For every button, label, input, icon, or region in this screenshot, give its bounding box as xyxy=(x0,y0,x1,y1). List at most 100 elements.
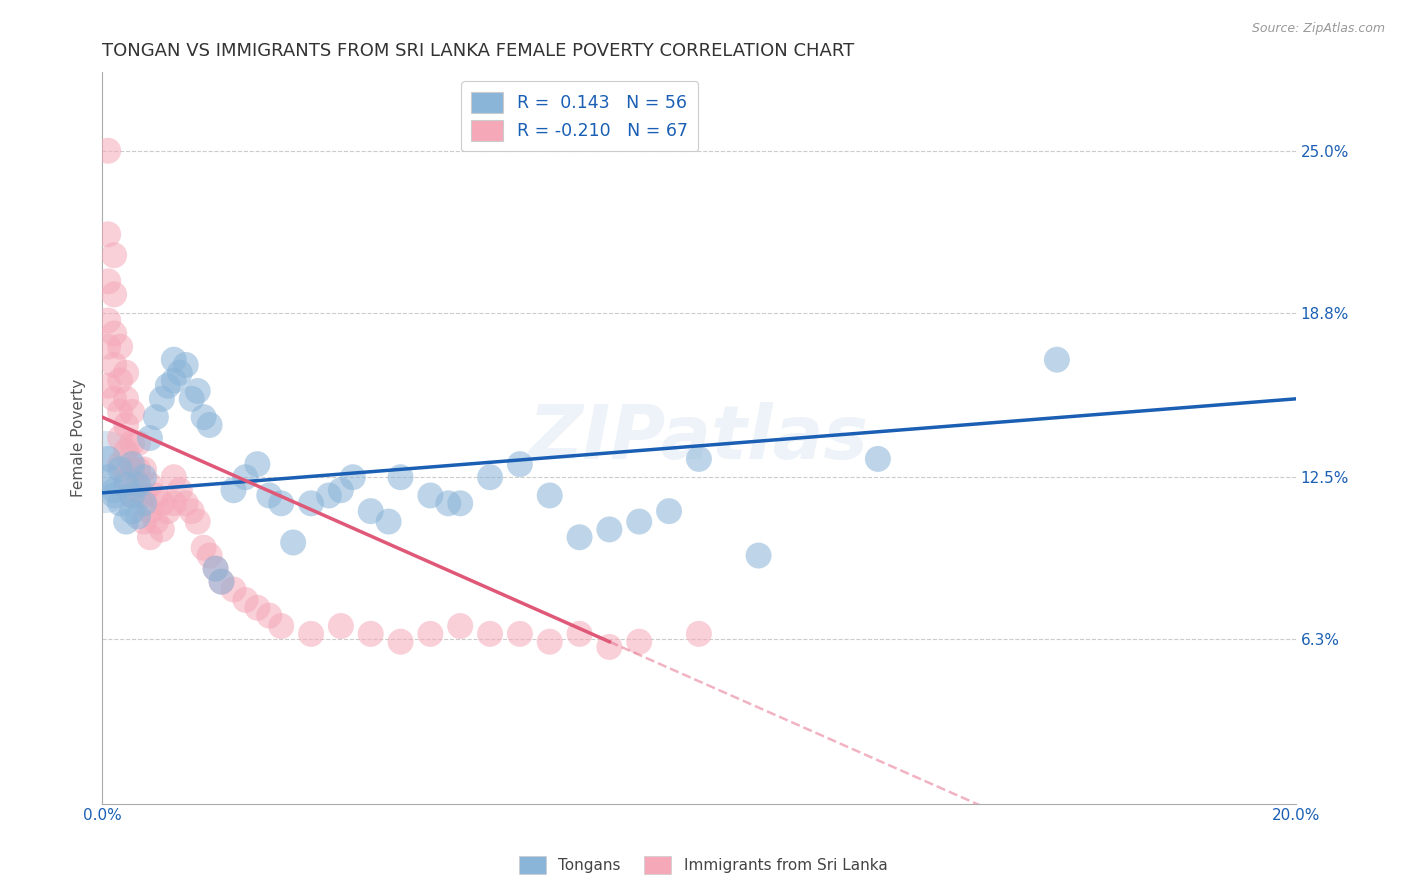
Point xyxy=(688,627,710,641)
Point xyxy=(97,470,120,484)
Point xyxy=(538,634,561,648)
Legend: Tongans, Immigrants from Sri Lanka: Tongans, Immigrants from Sri Lanka xyxy=(513,850,893,880)
Point xyxy=(318,488,340,502)
Point xyxy=(235,470,257,484)
Point xyxy=(108,457,131,471)
Point xyxy=(132,470,155,484)
Point xyxy=(97,451,120,466)
Point xyxy=(121,457,143,471)
Point xyxy=(479,627,502,641)
Point xyxy=(211,574,233,589)
Point xyxy=(150,496,173,510)
Point xyxy=(598,523,620,537)
Point xyxy=(193,541,215,555)
Point xyxy=(127,462,149,476)
Point xyxy=(115,478,138,492)
Point xyxy=(235,593,257,607)
Point xyxy=(156,379,179,393)
Point xyxy=(329,483,352,498)
Point xyxy=(1046,352,1069,367)
Point xyxy=(97,227,120,242)
Point xyxy=(115,444,138,458)
Point xyxy=(222,582,245,597)
Point xyxy=(169,483,191,498)
Point xyxy=(115,392,138,406)
Point xyxy=(377,515,399,529)
Point xyxy=(103,358,125,372)
Point xyxy=(389,470,412,484)
Point xyxy=(93,465,115,479)
Point xyxy=(419,627,441,641)
Point xyxy=(389,634,412,648)
Point xyxy=(145,410,167,425)
Point xyxy=(156,504,179,518)
Point xyxy=(127,436,149,450)
Point xyxy=(299,496,322,510)
Point xyxy=(121,462,143,476)
Point xyxy=(145,515,167,529)
Point xyxy=(97,313,120,327)
Point xyxy=(139,530,162,544)
Point xyxy=(180,504,202,518)
Point xyxy=(568,530,591,544)
Point xyxy=(360,504,382,518)
Point xyxy=(108,496,131,510)
Point xyxy=(103,392,125,406)
Point xyxy=(115,417,138,432)
Point xyxy=(568,627,591,641)
Point xyxy=(204,561,226,575)
Point xyxy=(187,515,209,529)
Point xyxy=(132,462,155,476)
Point xyxy=(198,417,221,432)
Point xyxy=(174,358,197,372)
Point xyxy=(163,470,186,484)
Point xyxy=(211,574,233,589)
Point xyxy=(139,478,162,492)
Point xyxy=(329,619,352,633)
Point xyxy=(132,488,155,502)
Point xyxy=(139,504,162,518)
Point xyxy=(193,410,215,425)
Point xyxy=(103,287,125,301)
Point xyxy=(103,326,125,341)
Point xyxy=(688,451,710,466)
Point xyxy=(437,496,460,510)
Point xyxy=(150,523,173,537)
Point xyxy=(270,619,292,633)
Text: Source: ZipAtlas.com: Source: ZipAtlas.com xyxy=(1251,22,1385,36)
Point xyxy=(103,248,125,262)
Point xyxy=(145,488,167,502)
Y-axis label: Female Poverty: Female Poverty xyxy=(72,379,86,497)
Point xyxy=(121,488,143,502)
Point xyxy=(163,374,186,388)
Text: TONGAN VS IMMIGRANTS FROM SRI LANKA FEMALE POVERTY CORRELATION CHART: TONGAN VS IMMIGRANTS FROM SRI LANKA FEMA… xyxy=(103,42,855,60)
Point xyxy=(259,608,281,623)
Point xyxy=(127,488,149,502)
Point xyxy=(169,366,191,380)
Point xyxy=(246,600,269,615)
Point xyxy=(509,627,531,641)
Point xyxy=(628,634,651,648)
Point xyxy=(121,504,143,518)
Point xyxy=(419,488,441,502)
Point xyxy=(222,483,245,498)
Point xyxy=(198,549,221,563)
Point xyxy=(139,431,162,445)
Point xyxy=(658,504,681,518)
Point xyxy=(866,451,889,466)
Point xyxy=(103,488,125,502)
Point xyxy=(108,340,131,354)
Point xyxy=(108,431,131,445)
Point xyxy=(97,274,120,288)
Point xyxy=(97,144,120,158)
Point xyxy=(97,379,120,393)
Point xyxy=(246,457,269,471)
Point xyxy=(121,405,143,419)
Point xyxy=(127,509,149,524)
Point xyxy=(598,640,620,654)
Point xyxy=(108,405,131,419)
Text: ZIPatlas: ZIPatlas xyxy=(529,401,869,475)
Point xyxy=(180,392,202,406)
Point xyxy=(132,496,155,510)
Point xyxy=(342,470,364,484)
